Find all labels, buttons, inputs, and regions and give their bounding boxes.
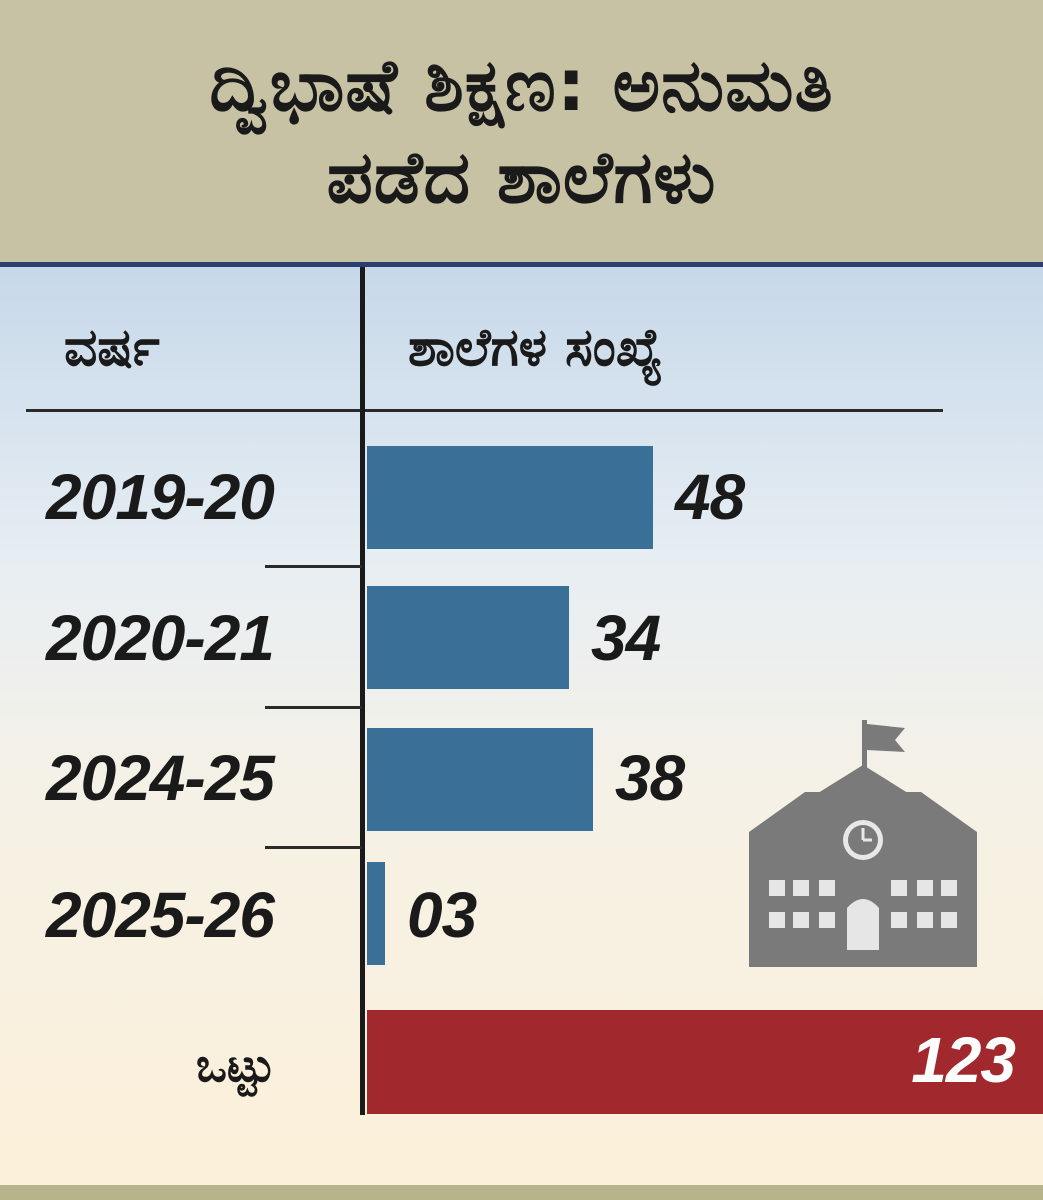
bar bbox=[367, 446, 653, 549]
bar bbox=[367, 586, 569, 689]
year-label: 2019-20 bbox=[46, 461, 275, 533]
title-banner: ದ್ವಿಭಾಷೆ ಶಿಕ್ಷಣ: ಅನುಮತಿ ಪಡೆದ ಶಾಲೆಗಳು bbox=[0, 0, 1043, 262]
chart-title-line-1: ದ್ವಿಭಾಷೆ ಶಿಕ್ಷಣ: ಅನುಮತಿ bbox=[209, 43, 834, 127]
data-label: 48 bbox=[675, 461, 745, 533]
year-label: 2025-26 bbox=[46, 879, 275, 951]
data-label: 03 bbox=[407, 879, 477, 951]
total-bar bbox=[367, 1010, 1043, 1114]
row-separator bbox=[265, 706, 362, 709]
row-separator bbox=[265, 846, 362, 849]
chart-title-line-2: ಪಡೆದ ಶಾಲೆಗಳು bbox=[326, 135, 717, 219]
total-label: ಒಟ್ಟು bbox=[196, 1038, 275, 1092]
bar bbox=[367, 862, 385, 965]
row-separator bbox=[265, 565, 362, 568]
header-divider bbox=[0, 262, 1043, 267]
axis-line bbox=[360, 267, 365, 1115]
data-label: 34 bbox=[591, 602, 661, 674]
data-label: 38 bbox=[615, 742, 685, 814]
year-label: 2020-21 bbox=[46, 602, 275, 674]
year-label: 2024-25 bbox=[46, 742, 275, 814]
column-header-count: ಶಾಲೆಗಳ ಸಂಖ್ಯೆ bbox=[408, 318, 663, 378]
total-value: 123 bbox=[911, 1024, 1016, 1096]
column-header-year: ವರ್ಷ bbox=[64, 318, 160, 378]
header-underline bbox=[26, 409, 943, 412]
bottom-border bbox=[0, 1185, 1043, 1200]
bar bbox=[367, 728, 593, 831]
school-building-icon bbox=[749, 720, 977, 967]
